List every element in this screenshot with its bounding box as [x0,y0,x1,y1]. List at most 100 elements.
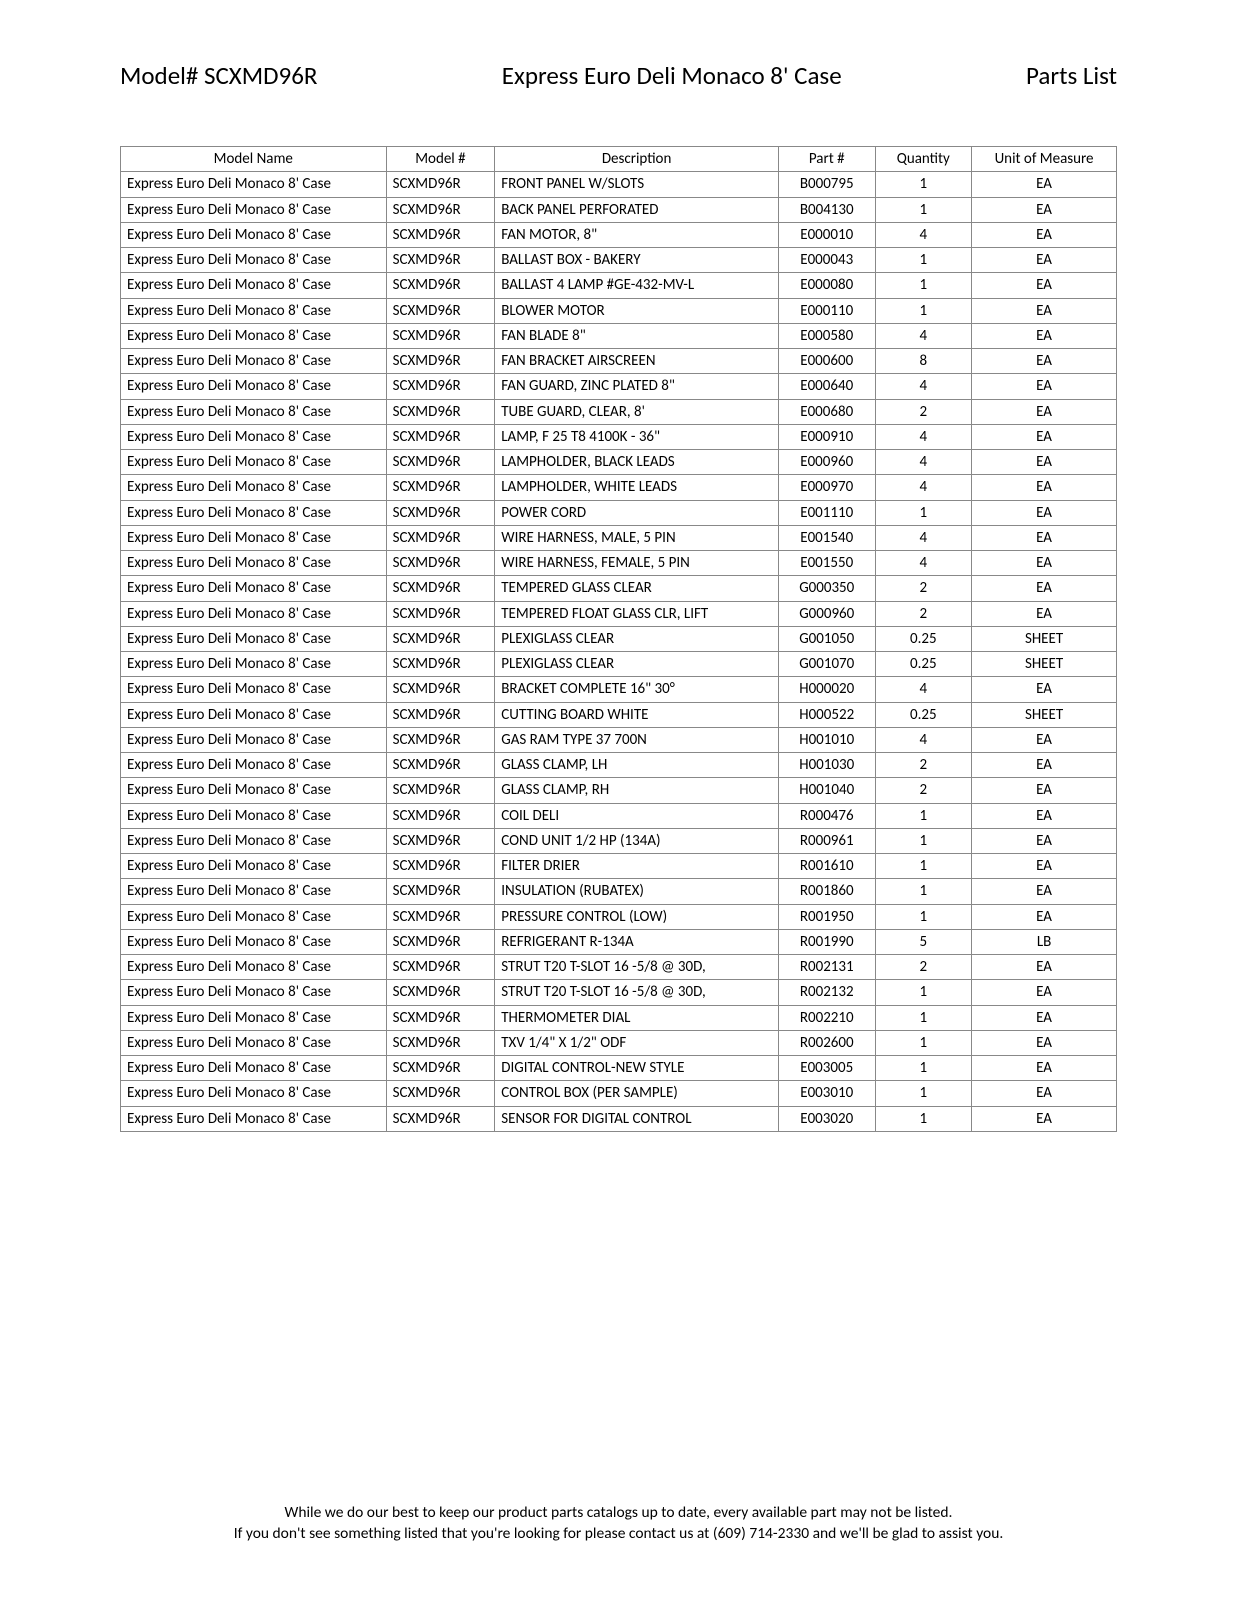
table-cell: 2 [875,753,972,778]
table-cell: PLEXIGLASS CLEAR [495,652,779,677]
table-cell: CUTTING BOARD WHITE [495,702,779,727]
table-cell: B000795 [778,172,875,197]
table-cell: PLEXIGLASS CLEAR [495,626,779,651]
table-cell: FILTER DRIER [495,854,779,879]
table-row: Express Euro Deli Monaco 8' CaseSCXMD96R… [121,601,1117,626]
column-header-quantity: Quantity [875,147,972,172]
table-cell: B004130 [778,197,875,222]
table-cell: Express Euro Deli Monaco 8' Case [121,576,387,601]
table-cell: 4 [875,551,972,576]
column-header-model-name: Model Name [121,147,387,172]
table-cell: 0.25 [875,702,972,727]
table-cell: SHEET [972,702,1117,727]
table-cell: TEMPERED GLASS CLEAR [495,576,779,601]
table-cell: E000680 [778,399,875,424]
table-cell: G001070 [778,652,875,677]
table-row: Express Euro Deli Monaco 8' CaseSCXMD96R… [121,248,1117,273]
table-cell: EA [972,475,1117,500]
table-cell: EA [972,576,1117,601]
table-cell: Express Euro Deli Monaco 8' Case [121,980,387,1005]
table-cell: GAS RAM TYPE 37 700N [495,727,779,752]
table-cell: E000640 [778,374,875,399]
table-cell: SCXMD96R [386,778,495,803]
table-cell: R001990 [778,929,875,954]
table-cell: E000043 [778,248,875,273]
table-cell: 1 [875,248,972,273]
table-cell: Express Euro Deli Monaco 8' Case [121,424,387,449]
table-cell: LAMPHOLDER, WHITE LEADS [495,475,779,500]
table-cell: POWER CORD [495,500,779,525]
table-cell: SCXMD96R [386,298,495,323]
table-cell: 1 [875,172,972,197]
table-cell: SCXMD96R [386,652,495,677]
table-cell: 1 [875,273,972,298]
table-cell: FAN GUARD, ZINC PLATED 8" [495,374,779,399]
table-cell: SCXMD96R [386,500,495,525]
table-cell: 1 [875,904,972,929]
table-cell: H000522 [778,702,875,727]
table-cell: SCXMD96R [386,1005,495,1030]
table-cell: EA [972,1081,1117,1106]
table-cell: Express Euro Deli Monaco 8' Case [121,399,387,424]
table-cell: EA [972,197,1117,222]
table-cell: R002210 [778,1005,875,1030]
table-cell: SHEET [972,652,1117,677]
table-cell: 2 [875,601,972,626]
table-cell: Express Euro Deli Monaco 8' Case [121,450,387,475]
table-cell: SCXMD96R [386,1056,495,1081]
table-row: Express Euro Deli Monaco 8' CaseSCXMD96R… [121,475,1117,500]
table-row: Express Euro Deli Monaco 8' CaseSCXMD96R… [121,1106,1117,1131]
table-cell: SCXMD96R [386,525,495,550]
table-cell: BALLAST 4 LAMP #GE-432-MV-L [495,273,779,298]
table-cell: EA [972,1005,1117,1030]
table-cell: 2 [875,576,972,601]
table-cell: Express Euro Deli Monaco 8' Case [121,828,387,853]
table-cell: EA [972,298,1117,323]
parts-list-label: Parts List [1026,60,1117,91]
table-cell: EA [972,1056,1117,1081]
table-cell: EA [972,980,1117,1005]
table-cell: 1 [875,879,972,904]
table-row: Express Euro Deli Monaco 8' CaseSCXMD96R… [121,677,1117,702]
table-cell: SCXMD96R [386,172,495,197]
table-cell: SCXMD96R [386,601,495,626]
table-cell: R002131 [778,955,875,980]
table-cell: 1 [875,1106,972,1131]
table-cell: TXV 1/4" X 1/2" ODF [495,1030,779,1055]
page-footer: While we do our best to keep our product… [120,1502,1117,1545]
table-cell: LAMP, F 25 T8 4100K - 36" [495,424,779,449]
table-cell: Express Euro Deli Monaco 8' Case [121,803,387,828]
table-cell: 1 [875,854,972,879]
table-cell: G000960 [778,601,875,626]
table-row: Express Euro Deli Monaco 8' CaseSCXMD96R… [121,828,1117,853]
table-cell: INSULATION (RUBATEX) [495,879,779,904]
table-row: Express Euro Deli Monaco 8' CaseSCXMD96R… [121,904,1117,929]
table-cell: EA [972,551,1117,576]
table-cell: 1 [875,298,972,323]
table-cell: CONTROL BOX (PER SAMPLE) [495,1081,779,1106]
table-row: Express Euro Deli Monaco 8' CaseSCXMD96R… [121,298,1117,323]
table-cell: EA [972,778,1117,803]
footer-line-1: While we do our best to keep our product… [120,1502,1117,1524]
table-row: Express Euro Deli Monaco 8' CaseSCXMD96R… [121,1030,1117,1055]
column-header-description: Description [495,147,779,172]
table-row: Express Euro Deli Monaco 8' CaseSCXMD96R… [121,652,1117,677]
table-row: Express Euro Deli Monaco 8' CaseSCXMD96R… [121,222,1117,247]
table-cell: SCXMD96R [386,273,495,298]
table-cell: SCXMD96R [386,1030,495,1055]
table-cell: 1 [875,500,972,525]
table-cell: SCXMD96R [386,727,495,752]
table-cell: Express Euro Deli Monaco 8' Case [121,525,387,550]
table-cell: E000970 [778,475,875,500]
table-cell: EA [972,349,1117,374]
table-cell: BLOWER MOTOR [495,298,779,323]
table-cell: SCXMD96R [386,677,495,702]
table-cell: Express Euro Deli Monaco 8' Case [121,273,387,298]
table-cell: 1 [875,197,972,222]
table-cell: 4 [875,374,972,399]
table-cell: FAN BLADE 8" [495,323,779,348]
table-cell: Express Euro Deli Monaco 8' Case [121,222,387,247]
table-cell: E003010 [778,1081,875,1106]
table-cell: G001050 [778,626,875,651]
table-cell: E001540 [778,525,875,550]
